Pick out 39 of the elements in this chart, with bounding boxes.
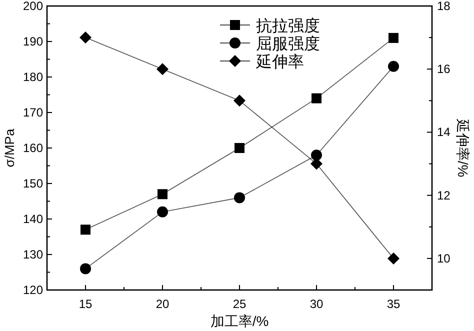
y-tick-label: 130 — [22, 248, 44, 262]
point — [80, 263, 91, 274]
point — [80, 224, 90, 235]
y2-tick-label: 14 — [437, 125, 451, 140]
y-tick-label: 140 — [22, 212, 44, 226]
y-tick-label: 170 — [22, 106, 44, 120]
y-tick-label: 160 — [22, 141, 44, 155]
point — [80, 32, 92, 44]
point — [312, 93, 322, 104]
x-axis-title: 加工率/% — [210, 313, 269, 329]
x-tick-label: 30 — [310, 297, 324, 311]
legend-label: 抗拉强度 — [256, 17, 320, 35]
point — [234, 143, 244, 153]
legend-label: 屈服强度 — [256, 35, 320, 53]
x-tick-label: 20 — [156, 297, 170, 311]
y-tick-label: 120 — [22, 283, 44, 297]
x-tick-label: 35 — [386, 297, 400, 311]
y-tick-label: 190 — [22, 34, 44, 48]
point — [388, 252, 400, 264]
y-tick-label: 180 — [22, 70, 44, 84]
point — [388, 60, 399, 72]
y2-tick-label: 16 — [437, 62, 451, 76]
y2-tick-label: 10 — [437, 251, 451, 266]
y2-tick-label: 12 — [437, 188, 451, 202]
y-axis-title: σ/MPa — [2, 128, 17, 168]
point — [234, 192, 245, 204]
point — [157, 206, 168, 218]
point — [156, 63, 168, 76]
point — [311, 150, 322, 161]
y2-axis-title: 延伸率/% — [455, 118, 471, 178]
x-tick-label: 15 — [78, 297, 92, 311]
point — [388, 32, 398, 43]
y-tick-label: 200 — [22, 0, 44, 13]
point — [158, 189, 168, 200]
x-tick-label: 25 — [232, 297, 246, 311]
y2-tick-label: 18 — [437, 0, 451, 13]
point — [234, 94, 246, 107]
y-tick-label: 150 — [22, 176, 44, 190]
legend-label: 延伸率 — [255, 53, 304, 71]
